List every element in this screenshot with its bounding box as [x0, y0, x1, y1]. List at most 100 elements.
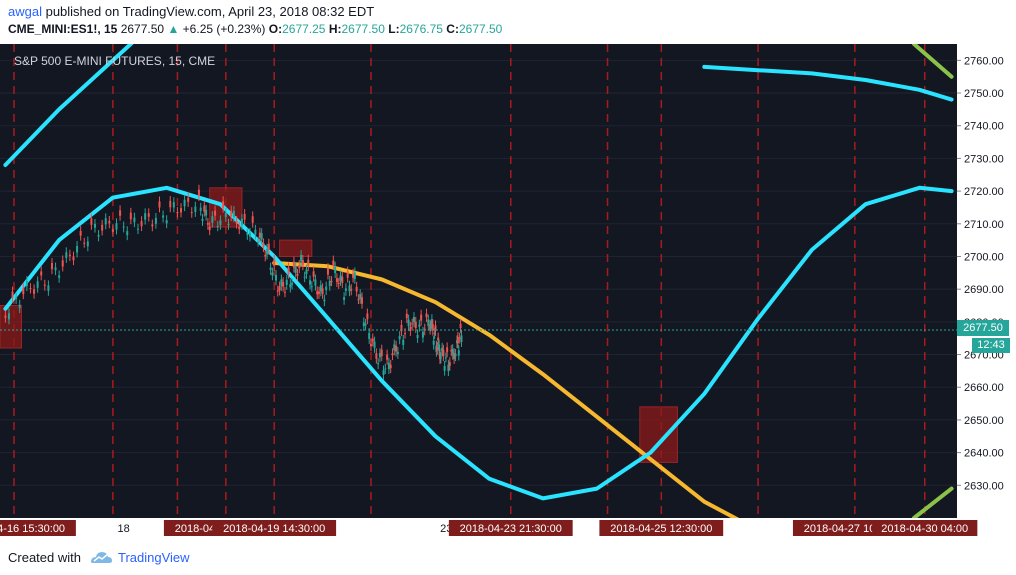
candle-body — [76, 246, 79, 253]
candle-body — [325, 286, 328, 291]
low-value: 2676.75 — [399, 22, 443, 36]
time-label-highlight — [599, 520, 724, 536]
candle-body — [420, 314, 423, 321]
candle-body — [206, 222, 209, 225]
candle-body — [314, 279, 317, 286]
candle-body — [151, 224, 154, 227]
author-link[interactable]: awgal — [8, 4, 42, 19]
cycle-box — [0, 305, 23, 349]
candle-body — [230, 210, 233, 217]
candle-body — [214, 210, 217, 216]
price-tick-label: 2740.00 — [964, 121, 1004, 133]
chart-plot-area[interactable]: S&P 500 E-MINI FUTURES, 15, CME — [0, 44, 1016, 538]
candle-body — [162, 215, 165, 218]
candle-body — [430, 319, 433, 324]
candle-body — [115, 223, 118, 230]
tradingview-link[interactable]: TradingView — [118, 550, 190, 565]
candle-body — [246, 233, 249, 235]
candle-body — [305, 269, 308, 274]
candle-body — [267, 243, 270, 250]
candle-body — [93, 223, 96, 228]
candle-body — [15, 297, 18, 300]
candle-body — [337, 282, 340, 285]
candle-body — [292, 261, 295, 268]
symbol-line: CME_MINI:ES1!, 15 2677.50 ▲ +6.25 (+0.23… — [8, 22, 502, 36]
price-tick-label: 2660.00 — [964, 382, 1004, 394]
candle-body — [158, 201, 161, 208]
candle-body — [460, 335, 463, 342]
candle-body — [216, 226, 219, 228]
candle-body — [431, 324, 434, 331]
candle-body — [176, 211, 179, 213]
candle-body — [309, 280, 312, 285]
candle-body — [97, 234, 100, 237]
candle-body — [441, 347, 444, 352]
candle-body — [303, 276, 306, 278]
candle-body — [425, 313, 428, 318]
candle-body — [454, 353, 457, 357]
candle-body — [427, 319, 430, 326]
candle-body — [199, 207, 202, 211]
candle-body — [43, 284, 46, 286]
candle-body — [33, 289, 36, 294]
candle-body — [119, 210, 122, 216]
footer: Created with TradingView — [0, 538, 1016, 575]
candle-body — [65, 252, 68, 258]
candle-body — [282, 282, 285, 287]
publish-line: awgal published on TradingView.com, Apri… — [8, 4, 374, 19]
candle-body — [400, 324, 403, 332]
candle-body — [111, 229, 114, 232]
candle-body — [287, 267, 290, 274]
candle-body — [332, 260, 335, 266]
candle-body — [389, 364, 392, 369]
created-with-text: Created with — [8, 550, 81, 565]
candle-body — [402, 339, 405, 345]
candle-body — [319, 285, 322, 292]
candle-body — [296, 273, 299, 276]
candle-body — [444, 357, 447, 359]
candle-body — [68, 254, 71, 257]
price-tick-label: 2760.00 — [964, 55, 1004, 67]
candle-body — [278, 286, 281, 291]
candle-body — [377, 363, 380, 365]
price-axis[interactable]: 2630.002640.002650.002660.002670.002680.… — [957, 44, 1016, 518]
candle-body — [434, 325, 437, 331]
candle-body — [344, 288, 347, 291]
time-label-highlight — [0, 520, 76, 536]
candle-body — [458, 337, 461, 339]
candle-body — [398, 336, 401, 340]
candle-body — [368, 332, 371, 340]
candle-body — [300, 254, 303, 262]
candle-body — [7, 313, 10, 320]
candle-body — [326, 268, 329, 275]
plot-background — [0, 44, 957, 518]
cycle-curve-upper — [3, 44, 134, 167]
candle-body — [266, 248, 269, 255]
candle-body — [438, 353, 441, 360]
candle-body — [260, 233, 263, 240]
candle-body — [393, 344, 396, 351]
candle-body — [353, 272, 356, 279]
candle-body — [352, 273, 355, 278]
close-value: 2677.50 — [458, 22, 503, 36]
time-tick-label: 2018-04-30 04:00 — [881, 523, 968, 535]
candle-body — [355, 286, 358, 292]
candle-body — [384, 368, 387, 370]
candle-body — [285, 279, 288, 285]
candle-body — [254, 229, 257, 235]
candle-body — [443, 365, 446, 371]
candle-body — [405, 313, 408, 319]
candle-body — [411, 323, 414, 325]
candle-body — [183, 199, 186, 207]
price-tick-label: 2710.00 — [964, 219, 1004, 231]
candle-body — [172, 202, 175, 208]
price-change: +6.25 (+0.23%) — [182, 22, 266, 36]
candle-body — [378, 353, 381, 358]
candle-body — [133, 217, 136, 223]
up-arrow-icon: ▲ — [167, 22, 180, 36]
price-tick-label: 2750.00 — [964, 88, 1004, 100]
candle-body — [222, 201, 225, 208]
candle-body — [165, 220, 168, 224]
